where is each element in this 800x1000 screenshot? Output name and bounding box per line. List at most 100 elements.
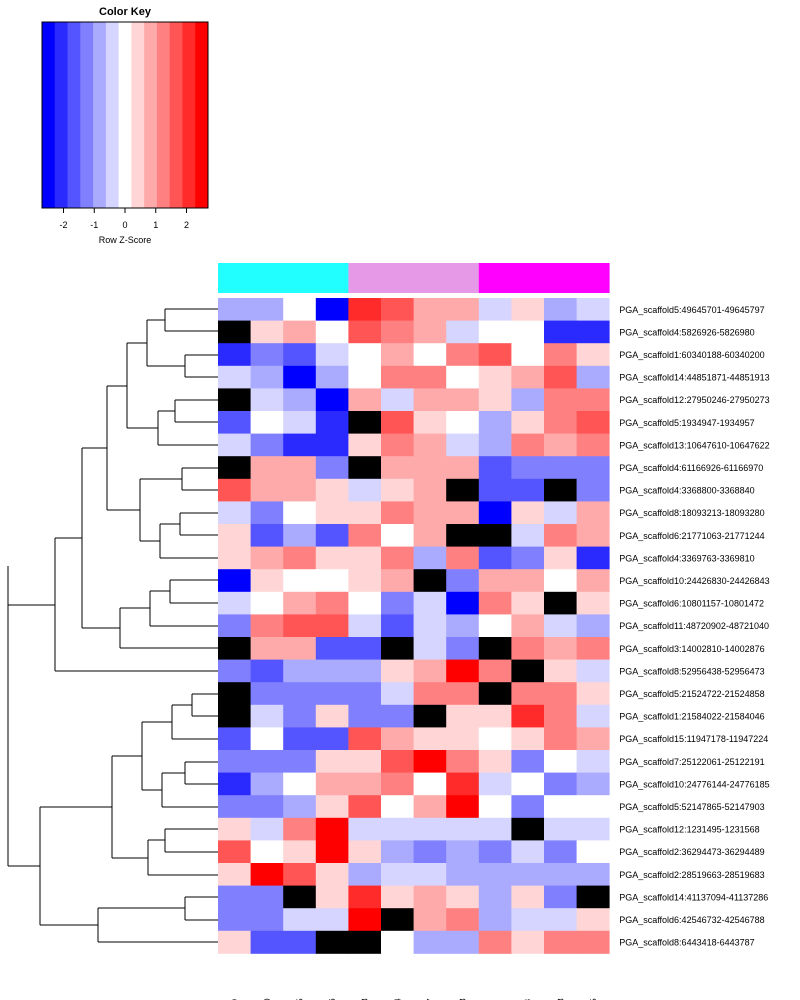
heatmap-cell bbox=[544, 298, 577, 321]
heatmap-cell bbox=[544, 546, 577, 570]
heatmap-cell bbox=[218, 817, 251, 841]
heatmap-cell bbox=[381, 365, 414, 389]
row-label: PGA_scaffold8:18093213-18093280 bbox=[619, 508, 764, 518]
heatmap-cell bbox=[413, 682, 447, 706]
heatmap-cell bbox=[446, 591, 480, 615]
heatmap-cell bbox=[478, 750, 512, 773]
heatmap-cell bbox=[511, 637, 545, 660]
row-label: PGA_scaffold6:10801157-10801472 bbox=[619, 599, 764, 609]
dendrogram-branch bbox=[159, 523, 218, 559]
heatmap-cell bbox=[511, 817, 545, 841]
heatmap-cell bbox=[218, 840, 251, 864]
color-key-tick-label: 0 bbox=[122, 220, 127, 230]
heatmap-cell bbox=[218, 433, 251, 457]
heatmap-cell bbox=[511, 591, 545, 615]
heatmap-cell bbox=[250, 524, 284, 547]
heatmap-cell bbox=[511, 456, 545, 480]
row-label: PGA_scaffold14:41137094-41137286 bbox=[619, 892, 768, 902]
column-group-cell bbox=[478, 263, 512, 293]
heatmap-cell bbox=[511, 863, 545, 886]
heatmap-cell bbox=[544, 930, 577, 954]
column-label: el_EPI.103 bbox=[360, 998, 370, 1000]
heatmap-cell bbox=[283, 885, 317, 909]
heatmap-cell bbox=[348, 298, 382, 321]
heatmap-cell bbox=[283, 795, 317, 819]
heatmap-cell bbox=[576, 478, 610, 502]
heatmap-cell bbox=[381, 659, 414, 683]
heatmap-cell bbox=[446, 885, 480, 909]
heatmap-cell bbox=[315, 659, 349, 683]
heatmap-cell bbox=[348, 750, 382, 773]
heatmap-cell bbox=[576, 524, 610, 547]
dendrogram-branch bbox=[149, 590, 218, 627]
heatmap-cell bbox=[250, 569, 284, 593]
row-label: PGA_scaffold15:11947178-11947224 bbox=[619, 734, 768, 744]
column-group-bar bbox=[218, 263, 610, 293]
heatmap-cell bbox=[511, 682, 545, 706]
heatmap-cell bbox=[381, 795, 414, 819]
row-label: PGA_scaffold7:25122061-25122191 bbox=[619, 757, 764, 767]
row-label: PGA_scaffold10:24776144-24776185 bbox=[619, 779, 769, 789]
heatmap-cell bbox=[315, 501, 349, 525]
heatmap-cell bbox=[315, 817, 349, 841]
heatmap-cell bbox=[381, 411, 414, 434]
heatmap-cell bbox=[348, 840, 382, 864]
heatmap-cell bbox=[544, 795, 577, 819]
heatmap-cell bbox=[478, 320, 512, 344]
heatmap-cell bbox=[381, 298, 414, 321]
heatmap-cell bbox=[544, 772, 577, 796]
heatmap-cell bbox=[348, 524, 382, 547]
heatmap-cell bbox=[283, 433, 317, 457]
heatmap-cell bbox=[511, 659, 545, 683]
heatmap-cell bbox=[544, 750, 577, 773]
heatmap-cell bbox=[576, 298, 610, 321]
heatmap-cell bbox=[348, 546, 382, 570]
heatmap-cell bbox=[544, 524, 577, 547]
heatmap-cell bbox=[576, 659, 610, 683]
heatmap-cell bbox=[446, 546, 480, 570]
color-key-tick-label: -1 bbox=[90, 220, 98, 230]
heatmap-cell bbox=[315, 365, 349, 389]
row-label: PGA_scaffold2:28519663-28519683 bbox=[619, 870, 764, 880]
row-label: PGA_scaffold1:60340188-60340200 bbox=[619, 350, 764, 360]
heatmap-cell bbox=[478, 908, 512, 932]
heatmap-cell bbox=[348, 727, 382, 751]
heatmap-cell bbox=[250, 343, 284, 367]
heatmap-cell bbox=[544, 863, 577, 886]
heatmap-cell bbox=[381, 524, 414, 547]
heatmap-cell bbox=[250, 908, 284, 932]
color-key-bin bbox=[169, 22, 183, 208]
heatmap-cell bbox=[381, 885, 414, 909]
heatmap-cell bbox=[315, 478, 349, 502]
heatmap-cell bbox=[315, 614, 349, 638]
heatmap-cell bbox=[315, 411, 349, 434]
heatmap-cell bbox=[478, 817, 512, 841]
dendrogram-branch bbox=[81, 447, 120, 629]
heatmap-cell bbox=[283, 930, 317, 954]
heatmap-cell bbox=[446, 365, 480, 389]
heatmap-cell bbox=[446, 343, 480, 367]
heatmap-cell bbox=[478, 591, 512, 615]
heatmap-cell bbox=[478, 478, 512, 502]
heatmap-cell bbox=[478, 659, 512, 683]
row-dendrogram bbox=[7, 308, 218, 943]
heatmap-cell bbox=[544, 727, 577, 751]
color-key-xlabel: Row Z-Score bbox=[99, 235, 152, 245]
heatmap-cell bbox=[218, 298, 251, 321]
row-label: PGA_scaffold4:61166926-61166970 bbox=[619, 463, 763, 473]
heatmap-cell bbox=[348, 614, 382, 638]
dendrogram-branch bbox=[97, 907, 218, 943]
heatmap-cell bbox=[446, 682, 480, 706]
heatmap-cell bbox=[413, 840, 447, 864]
heatmap-cell bbox=[381, 388, 414, 412]
heatmap-cell bbox=[446, 750, 480, 773]
color-key-bin bbox=[195, 22, 209, 208]
heatmap-cell bbox=[348, 817, 382, 841]
dendrogram-branch bbox=[184, 896, 218, 921]
heatmap-cell bbox=[315, 637, 349, 660]
heatmap-cell bbox=[218, 908, 251, 932]
row-label: PGA_scaffold14:44851871-44851913 bbox=[619, 373, 769, 383]
heatmap-cell bbox=[576, 817, 610, 841]
dendrogram-branch bbox=[169, 579, 218, 604]
dendrogram-branch bbox=[106, 385, 140, 511]
